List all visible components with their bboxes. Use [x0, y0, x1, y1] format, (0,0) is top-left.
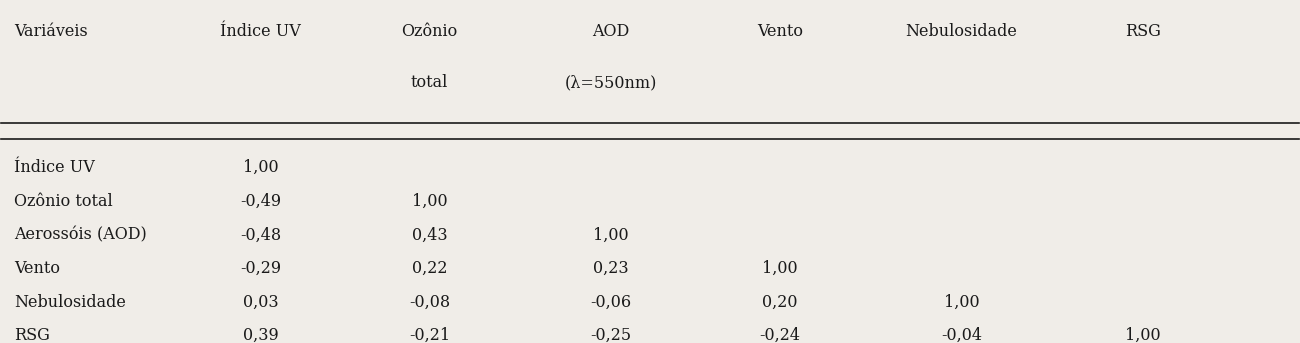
Text: 0,20: 0,20 [762, 294, 797, 310]
Text: -0,06: -0,06 [590, 294, 632, 310]
Text: Vento: Vento [14, 260, 60, 277]
Text: 1,00: 1,00 [762, 260, 797, 277]
Text: 0,22: 0,22 [412, 260, 447, 277]
Text: Nebulosidade: Nebulosidade [14, 294, 126, 310]
Text: -0,25: -0,25 [590, 327, 632, 343]
Text: -0,49: -0,49 [240, 193, 281, 210]
Text: -0,04: -0,04 [941, 327, 982, 343]
Text: -0,48: -0,48 [240, 226, 281, 244]
Text: 1,00: 1,00 [1124, 327, 1161, 343]
Text: RSG: RSG [1124, 23, 1161, 40]
Text: 1,00: 1,00 [944, 294, 979, 310]
Text: 1,00: 1,00 [243, 159, 278, 176]
Text: AOD: AOD [593, 23, 629, 40]
Text: 0,03: 0,03 [243, 294, 278, 310]
Text: Ozônio: Ozônio [402, 23, 458, 40]
Text: Vento: Vento [757, 23, 802, 40]
Text: Índice UV: Índice UV [14, 159, 95, 176]
Text: Variáveis: Variáveis [14, 23, 88, 40]
Text: 0,23: 0,23 [593, 260, 629, 277]
Text: Ozônio total: Ozônio total [14, 193, 113, 210]
Text: Aerossóis (AOD): Aerossóis (AOD) [14, 226, 147, 244]
Text: Índice UV: Índice UV [221, 23, 302, 40]
Text: 1,00: 1,00 [593, 226, 629, 244]
Text: 1,00: 1,00 [412, 193, 447, 210]
Text: -0,24: -0,24 [759, 327, 801, 343]
Text: Nebulosidade: Nebulosidade [905, 23, 1018, 40]
Text: RSG: RSG [14, 327, 51, 343]
Text: -0,08: -0,08 [410, 294, 450, 310]
Text: (λ=550nm): (λ=550nm) [566, 74, 658, 91]
Text: -0,21: -0,21 [410, 327, 450, 343]
Text: 0,39: 0,39 [243, 327, 278, 343]
Text: total: total [411, 74, 448, 91]
Text: -0,29: -0,29 [240, 260, 281, 277]
Text: 0,43: 0,43 [412, 226, 447, 244]
